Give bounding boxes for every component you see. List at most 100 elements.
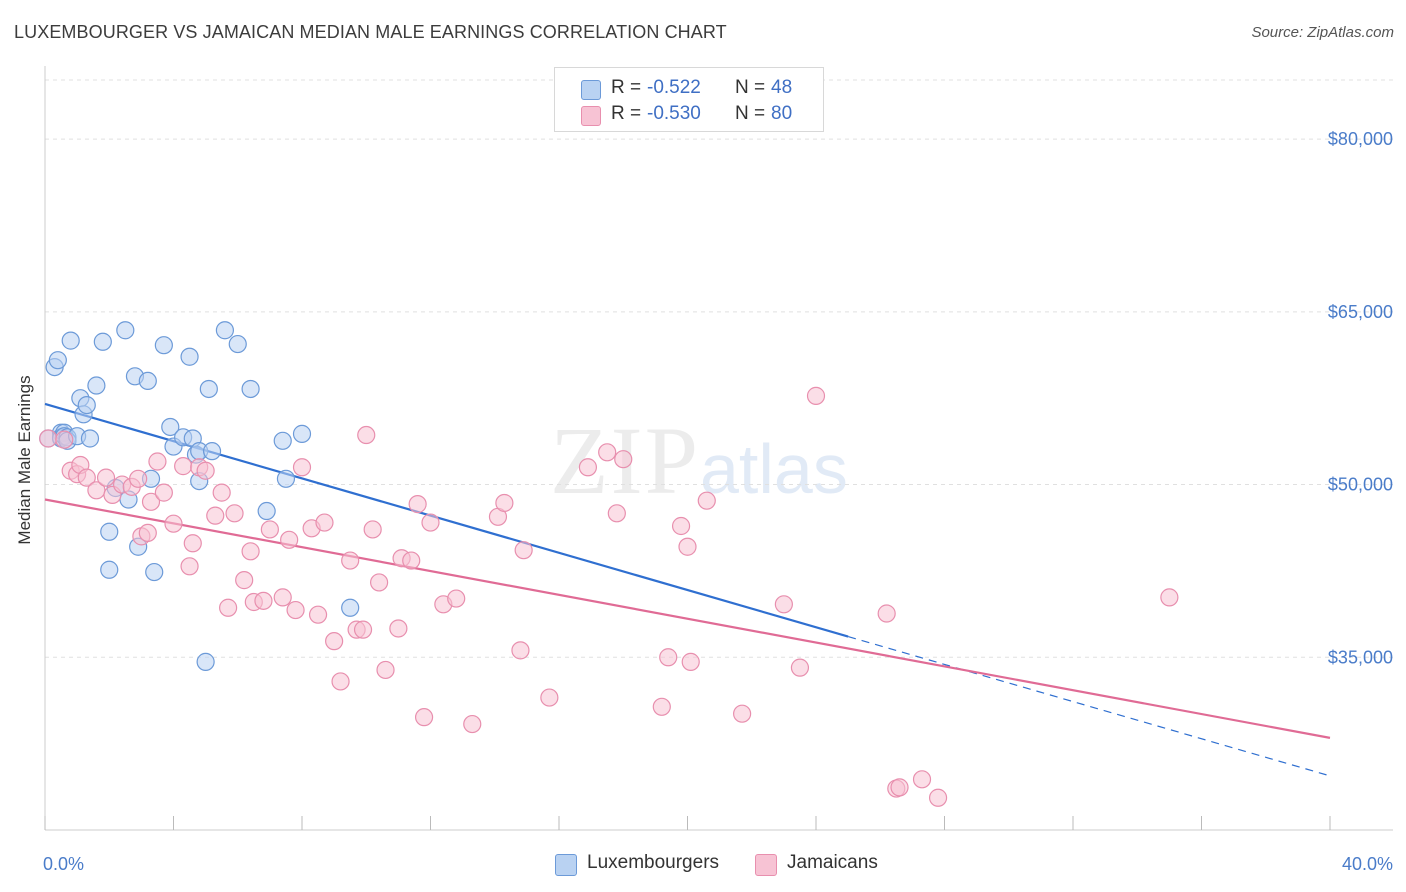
- jamaicans-point: [928, 788, 948, 807]
- jamaicans-point: [652, 697, 671, 716]
- jamaicans-point: [235, 571, 254, 590]
- jamaicans-point: [141, 492, 161, 511]
- luxembourgers-point: [257, 501, 276, 521]
- jamaicans-point: [370, 573, 389, 592]
- legend-swatch-luxembourgers: [581, 80, 601, 100]
- jamaicans-point: [315, 513, 334, 532]
- jamaicans-point: [389, 619, 408, 638]
- trend-lines: [44, 402, 1331, 777]
- jamaicans-point: [241, 542, 260, 561]
- legend-n-value: 48: [771, 77, 793, 98]
- jamaicans-point: [511, 641, 530, 660]
- jamaicans-point: [514, 541, 533, 560]
- jamaicans-point: [154, 483, 173, 502]
- jamaicans-point: [447, 589, 466, 608]
- axes: [44, 66, 1393, 831]
- jamaicans-point: [614, 450, 633, 469]
- luxembourgers-point: [145, 562, 164, 582]
- luxembourgers-point: [228, 334, 247, 354]
- legend-r-label: R =: [611, 103, 642, 124]
- legend-r-label: R =: [611, 77, 642, 98]
- luxembourgers-point: [80, 429, 100, 448]
- jamaicans-point: [96, 468, 116, 487]
- luxembourgers-point: [154, 336, 173, 355]
- jamaicans-point: [292, 458, 312, 477]
- jamaicans-point: [341, 551, 360, 570]
- jamaicans-point: [598, 443, 617, 462]
- y-tick-label: $80,000: [1328, 129, 1393, 149]
- jamaicans-point: [408, 495, 427, 514]
- legend-n-label: N =: [735, 77, 766, 98]
- jamaicans-point: [39, 429, 58, 448]
- legend-swatch-jamaicans: [581, 106, 601, 126]
- jamaicans-point: [774, 595, 793, 614]
- jamaicans-point: [376, 660, 395, 680]
- jamaicans-point: [659, 648, 678, 667]
- jamaicans-point: [77, 468, 96, 487]
- luxembourgers-point: [138, 371, 157, 391]
- bottom-legend-label: Jamaicans: [787, 852, 878, 873]
- jamaicans-point: [254, 591, 273, 610]
- jamaicans-point: [1160, 588, 1179, 607]
- luxembourgers-point: [77, 395, 96, 415]
- luxembourgers-point: [241, 379, 260, 399]
- jamaicans-point: [219, 598, 238, 617]
- luxembourgers-point: [61, 331, 80, 350]
- jamaicans-point: [260, 520, 279, 539]
- luxembourgers-point: [292, 424, 312, 443]
- jamaicans-point: [357, 425, 376, 445]
- jamaicans-point: [273, 588, 292, 607]
- luxembourgers-point: [196, 652, 215, 671]
- jamaicans-point: [280, 530, 299, 549]
- jamaicans-point: [414, 708, 434, 727]
- jamaicans-point: [138, 523, 157, 543]
- legend-n-value: 80: [771, 103, 793, 124]
- jamaicans-point: [421, 513, 440, 532]
- jamaicans-point: [578, 458, 598, 477]
- luxembourgers-point: [276, 469, 296, 488]
- luxembourgers-point: [116, 321, 135, 340]
- jamaicans-point: [681, 652, 700, 671]
- luxembourgers-point: [100, 522, 119, 541]
- tick-labels: $35,000 $50,000 $65,000 $80,000 0.0% 40.0% Med…: [15, 129, 1393, 874]
- legend-r-value: -0.522: [647, 77, 701, 98]
- jamaicans-point: [286, 600, 305, 620]
- jamaicans-point: [540, 688, 559, 707]
- jamaicans-point: [678, 537, 697, 556]
- jamaicans-point: [129, 469, 148, 488]
- chart-title: LUXEMBOURGER VS JAMAICAN MEDIAN MALE EAR…: [14, 22, 727, 42]
- jamaicans-point: [308, 605, 328, 624]
- y-axis-label: Median Male Earnings: [15, 375, 34, 544]
- jamaicans-point: [183, 534, 202, 553]
- jamaicans-point: [402, 551, 421, 570]
- luxembourgers-point: [100, 560, 119, 579]
- correlation-legend: R = -0.522 N = 48 R = -0.530 N = 80: [554, 67, 824, 132]
- jamaicans-point: [890, 778, 909, 797]
- y-tick-label: $50,000: [1328, 475, 1393, 495]
- bottom-legend-label: Luxembourgers: [587, 852, 720, 873]
- luxembourgers-point: [48, 351, 67, 370]
- luxembourgers-point: [161, 417, 180, 437]
- jamaicans-point: [206, 506, 225, 525]
- x-tick-label: 0.0%: [43, 854, 84, 874]
- jamaicans-point: [212, 483, 231, 502]
- x-tick-label: 40.0%: [1342, 854, 1393, 874]
- y-tick-label: $65,000: [1328, 302, 1393, 322]
- bottom-legend-swatch-jamaicans: [755, 854, 777, 876]
- jamaicans-point: [671, 516, 691, 536]
- jamaicans-point: [55, 430, 74, 449]
- jamaicans-point: [877, 604, 896, 623]
- grid-lines: [45, 79, 1393, 658]
- luxembourgers-point: [273, 431, 292, 450]
- watermark: ZIPatlas: [550, 405, 848, 516]
- source-label: Source: ZipAtlas.com: [1251, 24, 1394, 41]
- luxembourgers-point: [202, 442, 222, 461]
- jamaicans-trend-line: [44, 498, 1331, 739]
- jamaicans-point: [806, 386, 826, 405]
- jamaicans-point: [353, 620, 373, 639]
- legend-n-label: N =: [735, 103, 766, 124]
- jamaicans-point: [180, 557, 199, 576]
- jamaicans-point: [148, 452, 167, 471]
- jamaicans-point: [196, 461, 215, 480]
